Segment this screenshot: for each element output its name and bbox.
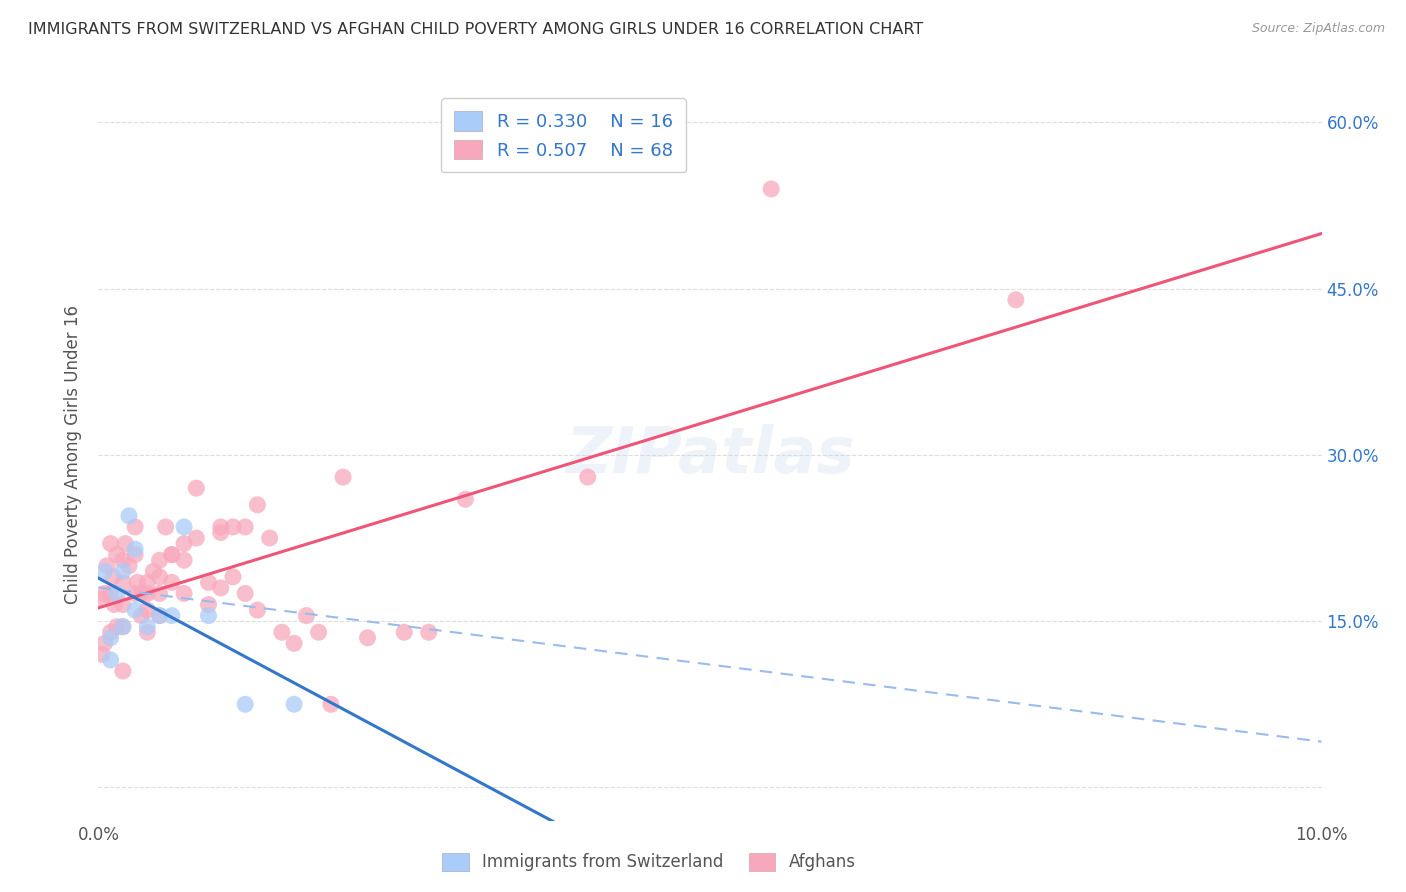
Point <box>111 620 134 634</box>
Point <box>129 608 152 623</box>
Point <box>111 575 134 590</box>
Point <box>111 564 134 578</box>
Point <box>136 586 159 600</box>
Point <box>454 492 477 507</box>
Point <box>136 603 159 617</box>
Point <box>160 548 183 562</box>
Point <box>356 631 378 645</box>
Point <box>319 698 342 712</box>
Point <box>124 548 146 562</box>
Point <box>186 481 208 495</box>
Point <box>173 536 195 550</box>
Point <box>209 520 232 534</box>
Point <box>186 531 208 545</box>
Point <box>392 625 416 640</box>
Point <box>124 520 146 534</box>
Point <box>160 548 183 562</box>
Point <box>173 553 195 567</box>
Point <box>100 536 122 550</box>
Text: ZIPatlas: ZIPatlas <box>565 424 855 486</box>
Point <box>418 625 440 640</box>
Point <box>111 598 134 612</box>
Point <box>209 581 232 595</box>
Point <box>124 603 146 617</box>
Point <box>136 625 159 640</box>
Point <box>160 575 183 590</box>
Point <box>197 608 219 623</box>
Point <box>105 620 128 634</box>
Point <box>149 608 172 623</box>
Point <box>233 520 256 534</box>
Point <box>136 575 159 590</box>
Point <box>101 570 124 584</box>
Point <box>197 598 219 612</box>
Point <box>759 182 782 196</box>
Point <box>155 520 177 534</box>
Point <box>124 586 146 600</box>
Point <box>124 542 146 557</box>
Point <box>127 575 149 590</box>
Point <box>90 592 112 607</box>
Text: Source: ZipAtlas.com: Source: ZipAtlas.com <box>1251 22 1385 36</box>
Point <box>173 586 195 600</box>
Point <box>308 625 330 640</box>
Point <box>105 548 128 562</box>
Point <box>111 553 134 567</box>
Point <box>283 636 305 650</box>
Point <box>103 598 125 612</box>
Point <box>149 570 172 584</box>
Point <box>259 531 281 545</box>
Point <box>93 586 115 600</box>
Point <box>91 648 114 662</box>
Point <box>1004 293 1026 307</box>
Point <box>246 498 269 512</box>
Point <box>149 553 172 567</box>
Point <box>332 470 354 484</box>
Point <box>283 698 305 712</box>
Point <box>100 631 122 645</box>
Point <box>100 653 122 667</box>
Text: IMMIGRANTS FROM SWITZERLAND VS AFGHAN CHILD POVERTY AMONG GIRLS UNDER 16 CORRELA: IMMIGRANTS FROM SWITZERLAND VS AFGHAN CH… <box>28 22 924 37</box>
Point <box>105 586 128 600</box>
Y-axis label: Child Poverty Among Girls Under 16: Child Poverty Among Girls Under 16 <box>65 305 83 605</box>
Point <box>136 620 159 634</box>
Point <box>222 520 245 534</box>
Point <box>100 625 122 640</box>
Point <box>149 608 172 623</box>
Point <box>142 564 165 578</box>
Point <box>149 586 172 600</box>
Point <box>246 603 269 617</box>
Point <box>93 564 115 578</box>
Point <box>270 625 292 640</box>
Point <box>222 570 245 584</box>
Point <box>100 586 122 600</box>
Point <box>93 636 115 650</box>
Legend: Immigrants from Switzerland, Afghans: Immigrants from Switzerland, Afghans <box>436 847 862 878</box>
Point <box>96 558 118 573</box>
Point <box>209 525 232 540</box>
Point <box>111 620 134 634</box>
Point <box>160 608 183 623</box>
Point <box>118 508 141 523</box>
Point <box>233 586 256 600</box>
Point <box>111 664 134 678</box>
Point <box>129 586 152 600</box>
Point <box>295 608 318 623</box>
Point <box>233 698 256 712</box>
Point <box>173 520 195 534</box>
Point <box>576 470 599 484</box>
Point <box>114 536 136 550</box>
Point <box>118 558 141 573</box>
Point <box>197 575 219 590</box>
